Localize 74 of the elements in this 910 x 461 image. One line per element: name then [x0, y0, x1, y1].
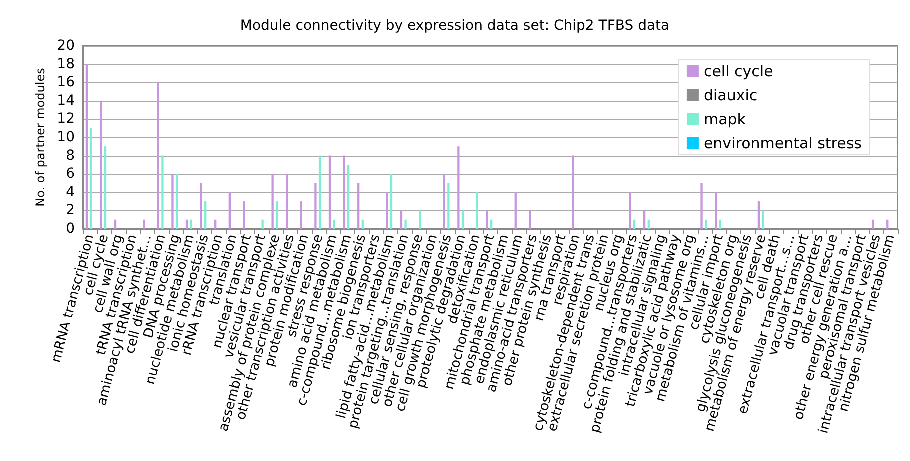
bar	[276, 202, 278, 229]
bar	[157, 82, 160, 229]
bar	[700, 183, 703, 229]
bar	[358, 183, 360, 229]
bar	[643, 210, 646, 229]
bar	[172, 174, 174, 229]
bar	[114, 220, 117, 229]
bar	[186, 220, 188, 229]
bar	[629, 192, 632, 229]
y-tick-label: 18	[57, 56, 75, 72]
bar	[143, 220, 146, 229]
bar	[314, 183, 317, 229]
bar	[704, 220, 708, 229]
bar	[104, 146, 107, 229]
legend-label: environmental stress	[704, 134, 862, 152]
bar	[200, 183, 202, 229]
chart-title: Module connectivity by expression data set: Chip2 TFBS data	[240, 18, 670, 34]
bar	[633, 220, 636, 229]
bar	[272, 174, 274, 229]
y-tick-label: 14	[57, 92, 76, 109]
bar	[404, 220, 407, 229]
y-tick-label: 10	[57, 130, 75, 146]
bar	[204, 202, 207, 229]
bar	[514, 192, 517, 229]
y-tick-label: 20	[57, 38, 75, 54]
y-tick-label: 2	[66, 202, 75, 219]
bar	[486, 210, 488, 229]
bar	[458, 146, 460, 229]
bar	[648, 220, 650, 229]
bar	[228, 192, 231, 229]
bar	[214, 220, 217, 229]
bar	[443, 174, 446, 229]
bar	[86, 64, 88, 229]
bar	[758, 202, 760, 229]
bar	[328, 156, 332, 229]
bar	[872, 220, 874, 229]
y-tick-label: 12	[57, 111, 75, 128]
bar	[572, 156, 574, 229]
bar	[386, 192, 388, 229]
legend-label: cell cycle	[704, 62, 774, 80]
bar	[762, 210, 764, 229]
y-tick-label: 0	[66, 221, 75, 237]
bar	[719, 220, 722, 229]
y-tick-label: 16	[57, 74, 76, 91]
bar	[419, 210, 422, 229]
bar	[462, 210, 464, 229]
bar	[886, 220, 889, 229]
y-tick-label: 8	[66, 148, 75, 164]
bar	[162, 156, 164, 229]
y-tick-label: 4	[66, 184, 76, 200]
bar	[390, 174, 393, 229]
bar	[300, 202, 302, 229]
bar	[286, 174, 288, 229]
bar	[343, 156, 346, 229]
bar	[318, 156, 322, 229]
bar	[529, 210, 532, 229]
bar	[190, 220, 192, 229]
y-axis-title: No. of partner modules	[33, 68, 48, 207]
bar	[348, 164, 350, 229]
bar	[714, 192, 718, 229]
bar	[362, 220, 364, 229]
legend-label: mapk	[704, 110, 746, 128]
bar	[176, 174, 178, 229]
bar	[400, 210, 403, 229]
bar	[476, 192, 478, 229]
bar	[100, 100, 102, 229]
y-tick-label: 6	[66, 166, 76, 182]
bar	[448, 183, 450, 229]
bar	[243, 202, 246, 229]
legend-label: diauxic	[704, 86, 758, 104]
bar	[262, 220, 264, 229]
bar	[333, 220, 336, 229]
bar	[490, 220, 493, 229]
bar	[90, 128, 92, 229]
